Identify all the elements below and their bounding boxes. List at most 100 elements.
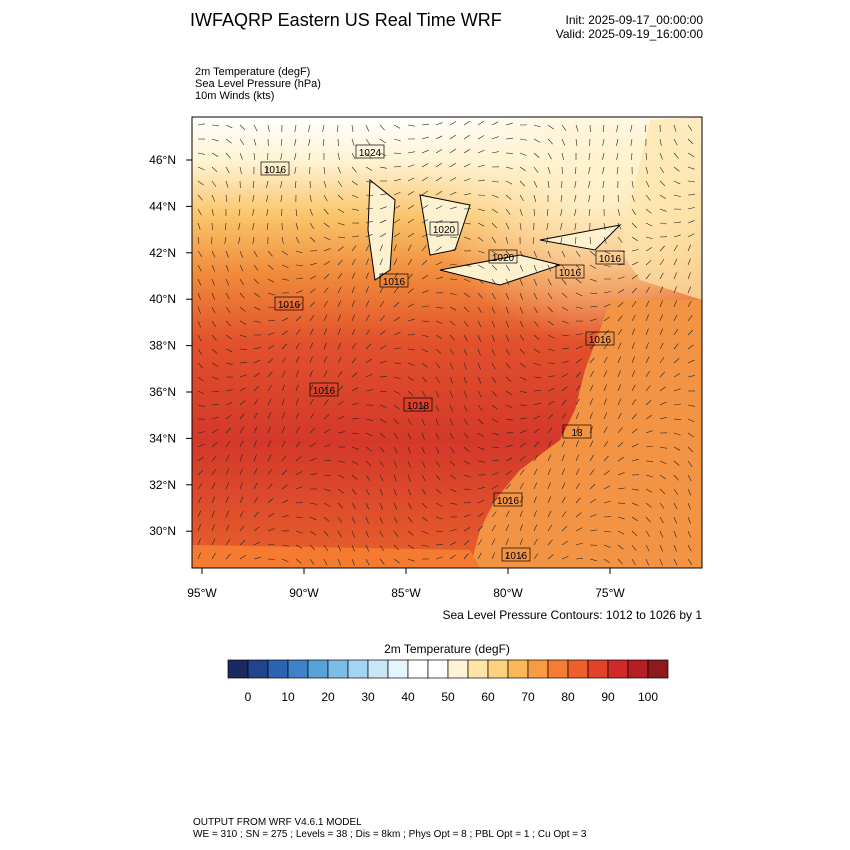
wind-barb xyxy=(421,488,427,495)
wind-barb xyxy=(197,334,202,342)
wind-barb xyxy=(267,440,271,448)
wind-barb xyxy=(393,376,401,380)
wind-barb xyxy=(435,543,443,546)
wind-barb xyxy=(351,474,358,480)
wind-barb xyxy=(365,516,369,524)
wind-barb xyxy=(435,135,443,140)
ocean-field xyxy=(620,117,702,300)
wind-barb xyxy=(561,412,567,420)
wind-barb xyxy=(435,122,443,126)
wind-barb xyxy=(267,306,275,308)
wind-barb xyxy=(589,412,593,420)
wind-barb xyxy=(659,544,663,552)
wind-barb xyxy=(365,389,373,392)
wind-barb xyxy=(435,235,443,238)
wind-barb xyxy=(407,474,411,482)
wind-barb xyxy=(561,278,567,285)
wind-barb xyxy=(645,328,649,336)
wind-barb xyxy=(631,180,634,188)
wind-barb xyxy=(351,314,355,322)
wind-barb xyxy=(602,180,605,188)
contour-label-box xyxy=(379,273,409,288)
wind-barb xyxy=(645,558,650,566)
wind-barb xyxy=(211,390,219,393)
wind-barb xyxy=(351,488,357,495)
wind-barb xyxy=(323,166,326,174)
wind-barb xyxy=(421,163,429,168)
wind-barb xyxy=(519,524,523,532)
wind-barb xyxy=(687,460,693,467)
wind-barb xyxy=(687,488,692,496)
wind-barb xyxy=(365,488,370,496)
wind-barb xyxy=(477,222,485,227)
wind-barb xyxy=(281,412,285,420)
wind-barb xyxy=(421,376,427,383)
wind-barb xyxy=(673,221,681,224)
wind-barb xyxy=(547,250,551,258)
wind-barb xyxy=(197,292,201,300)
wind-barb xyxy=(393,460,398,468)
wind-barb xyxy=(673,432,681,436)
wind-barb xyxy=(393,287,399,294)
wind-barb xyxy=(407,502,412,510)
wind-barb xyxy=(197,538,201,546)
wind-barb xyxy=(322,138,325,146)
wind-barb xyxy=(449,162,457,168)
wind-barb xyxy=(365,329,371,336)
wind-barb xyxy=(519,482,524,490)
wind-barb xyxy=(519,417,527,420)
wind-barb xyxy=(253,292,260,298)
wind-barb xyxy=(617,487,625,490)
wind-barb xyxy=(435,460,440,468)
wind-barb xyxy=(575,124,579,132)
wind-barb xyxy=(588,152,591,160)
wind-barb xyxy=(295,303,303,308)
wind-barb xyxy=(252,208,255,216)
wind-barb xyxy=(351,328,356,336)
wind-barb xyxy=(323,474,331,477)
wind-barb xyxy=(491,306,496,314)
wind-barb xyxy=(309,208,313,216)
wind-barb xyxy=(337,300,342,308)
wind-barb xyxy=(616,166,619,174)
wind-barb xyxy=(463,193,471,196)
colorbar-tick-label: 70 xyxy=(521,690,535,704)
wind-barb xyxy=(561,468,565,476)
lon-label: 85°W xyxy=(391,586,421,600)
wind-barb xyxy=(547,440,552,448)
wind-barb xyxy=(421,362,428,368)
wind-barb xyxy=(603,530,611,533)
wind-barb xyxy=(477,376,482,384)
wind-barb xyxy=(337,385,344,392)
wind-barb xyxy=(477,552,482,560)
wind-barb xyxy=(449,446,455,453)
wind-barb xyxy=(225,362,233,365)
wind-barb xyxy=(519,166,526,172)
wind-barb xyxy=(337,152,340,160)
wind-barb xyxy=(617,544,624,550)
wind-barb xyxy=(421,432,425,440)
wind-barb xyxy=(449,263,457,266)
wind-barb xyxy=(351,402,359,406)
wind-barb xyxy=(687,544,692,552)
wind-barb xyxy=(574,180,577,188)
wind-barb xyxy=(491,390,497,397)
wind-barb xyxy=(421,149,429,154)
wind-barb xyxy=(197,250,203,257)
wind-barb xyxy=(253,278,260,285)
wind-barb xyxy=(659,516,664,524)
wind-barb xyxy=(337,286,342,294)
wind-barb xyxy=(519,362,526,368)
wind-barb xyxy=(407,204,414,210)
wind-barb xyxy=(659,328,664,336)
wind-barb xyxy=(491,334,495,342)
wind-barb xyxy=(365,373,373,378)
colorbar-tick-label: 90 xyxy=(601,690,615,704)
wind-barb xyxy=(477,539,483,546)
lat-label: 42°N xyxy=(149,246,176,260)
wind-barb xyxy=(631,544,637,551)
colorbar-box xyxy=(467,659,489,679)
contour-label-box xyxy=(595,250,625,265)
wind-barb xyxy=(449,541,457,546)
wind-barb xyxy=(505,418,513,421)
